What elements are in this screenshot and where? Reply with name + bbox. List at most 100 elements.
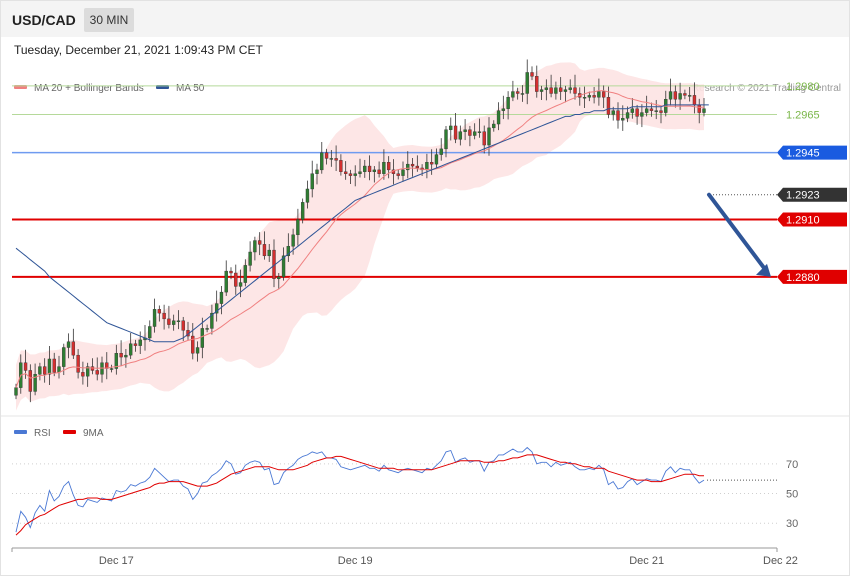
candle-body: [654, 110, 658, 112]
candle-body: [525, 72, 529, 94]
candle-body: [449, 125, 453, 130]
candle-body: [28, 370, 33, 392]
candle-body: [181, 320, 185, 331]
candle-body: [286, 246, 291, 257]
candle-body: [544, 87, 549, 90]
candle-body: [195, 347, 200, 354]
candle-body: [95, 370, 99, 375]
candle-body: [601, 91, 606, 98]
candle-body: [152, 309, 157, 327]
candle-body: [367, 165, 372, 172]
candle-body: [582, 97, 587, 99]
candle-body: [515, 91, 520, 94]
candle-body: [124, 354, 128, 358]
candle-body: [33, 374, 37, 392]
candle-body: [511, 91, 515, 98]
candle-body: [535, 76, 539, 92]
candle-body: [334, 158, 338, 161]
candle-body: [315, 169, 319, 174]
copyright-text: Research © 2021 Trading Central: [692, 83, 841, 94]
level-label-1-2980: 1.2980: [786, 81, 820, 93]
candle-body: [425, 162, 429, 171]
legend-label-ma50: MA 50: [176, 83, 205, 94]
candle-body: [167, 318, 171, 325]
level-tag-1-2880: [777, 269, 847, 284]
level-label-1-2965: 1.2965: [786, 109, 820, 121]
candle-body: [377, 169, 381, 174]
candle-body: [119, 353, 123, 358]
candle-body: [277, 276, 281, 279]
candle-body: [506, 97, 510, 109]
candle-body: [558, 87, 563, 92]
candle-body: [401, 169, 405, 176]
candle-body: [472, 131, 477, 136]
candle-body: [463, 129, 467, 132]
candle-body: [320, 152, 324, 171]
ma20-line: [15, 90, 705, 388]
candle-body: [133, 343, 138, 346]
candle-body: [253, 240, 257, 253]
candle-body: [501, 108, 506, 111]
candle-body: [625, 112, 630, 119]
ma50-line: [15, 104, 709, 343]
candle-body: [453, 125, 458, 140]
candle-body: [14, 387, 18, 396]
candle-body: [128, 343, 133, 356]
candle-body: [343, 171, 348, 174]
candle-body: [171, 320, 176, 325]
last-price-tag: [777, 187, 847, 202]
timeframe-button[interactable]: 30 MIN: [84, 8, 134, 32]
candle-body: [243, 265, 248, 283]
rsi-line: [15, 446, 705, 533]
candle-body: [659, 110, 663, 113]
level-label-1-2910: 1.2910: [786, 215, 820, 227]
candle-body: [191, 335, 195, 354]
chart-datetime: Tuesday, December 21, 2021 1:09:43 PM CE…: [14, 43, 263, 57]
candle-body: [38, 366, 42, 375]
candle-body: [568, 87, 572, 90]
candle-body: [23, 362, 28, 371]
level-label-1-2923: 1.2923: [786, 190, 820, 202]
candle-body: [382, 162, 386, 174]
main-legend: MA 20 + Bollinger Bands MA 50: [14, 83, 205, 94]
x-axis: Dec 17 Dec 19 Dec 21 Dec 22: [11, 547, 798, 567]
candle-body: [668, 91, 673, 100]
candle-body: [262, 244, 267, 257]
candle-body: [267, 249, 271, 257]
candle-body: [148, 326, 152, 339]
candle-body: [219, 291, 224, 304]
forecast-arrow: [707, 192, 771, 277]
candle-body: [415, 165, 420, 169]
candle-body: [630, 108, 635, 113]
candle-body: [62, 347, 66, 367]
candle-body: [492, 123, 496, 129]
candle-body: [496, 110, 501, 125]
forecast-arrow-head: [756, 263, 771, 277]
rsi-tick-label-50: 50: [786, 489, 798, 501]
candle-body: [687, 95, 692, 97]
candle-body: [310, 173, 314, 190]
legend-label-9ma: 9MA: [83, 428, 104, 439]
x-tick-label: Dec 22: [763, 555, 798, 567]
rsi-panel: 30 50 70: [12, 446, 798, 536]
candle-body: [291, 234, 295, 247]
candle-body: [487, 127, 491, 146]
candle-body: [176, 320, 181, 322]
candle-body: [248, 251, 252, 266]
candle-body: [372, 169, 377, 172]
moving-averages: [15, 90, 709, 388]
candle-body: [468, 129, 472, 136]
candle-body: [697, 104, 701, 113]
candle-body: [66, 341, 71, 348]
level-label-1-2945: 1.2945: [786, 148, 820, 160]
candle-body: [606, 97, 611, 115]
candle-body: [229, 270, 233, 274]
candle-body: [635, 108, 639, 117]
candle-body: [234, 272, 238, 287]
candle-body: [386, 162, 391, 171]
candle-body: [205, 328, 209, 330]
candle-body: [530, 72, 534, 77]
candle-body: [458, 131, 463, 140]
